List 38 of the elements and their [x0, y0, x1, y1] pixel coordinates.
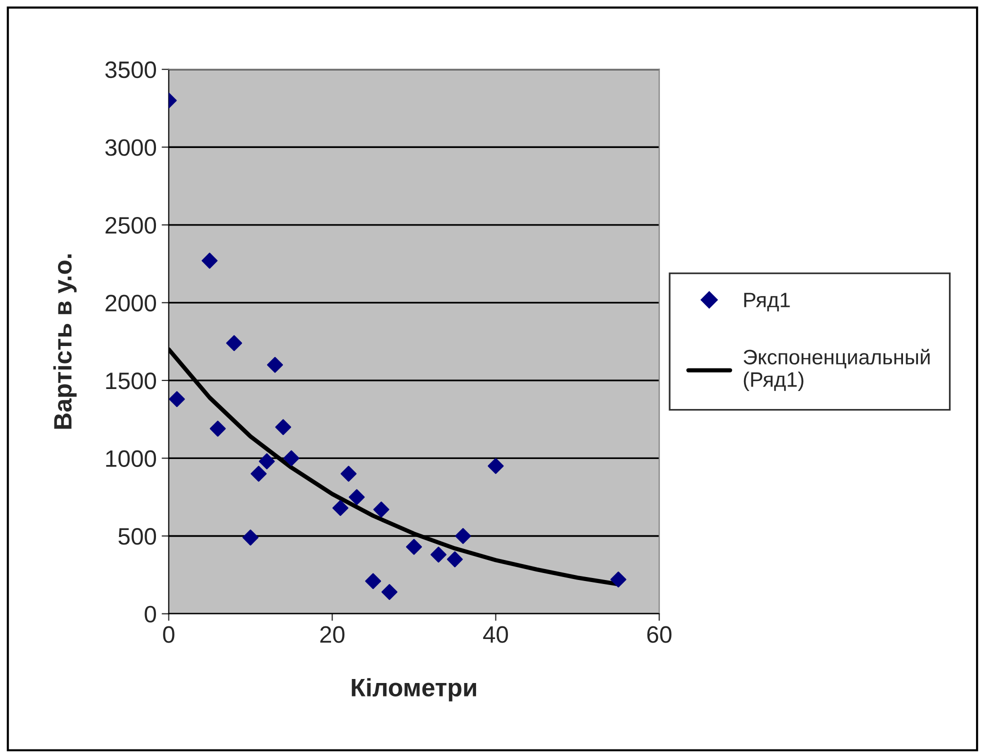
point: [381, 584, 398, 600]
y-tick-label: 3500: [105, 61, 156, 78]
point: [365, 573, 382, 590]
point: [610, 572, 626, 588]
point: [242, 530, 258, 546]
y-axis-title: Вартість в у.о.: [53, 254, 77, 429]
y-tick-label: 2000: [106, 294, 156, 312]
point: [258, 453, 275, 470]
x-tick-label: 20: [320, 626, 344, 643]
point: [275, 419, 292, 436]
point: [455, 528, 472, 544]
x-tick-label: 0: [163, 626, 174, 643]
point: [348, 489, 365, 506]
point: [373, 502, 390, 518]
point: [406, 538, 422, 555]
point: [202, 252, 218, 269]
x-axis-title: Кілометри: [352, 678, 476, 702]
y-tick-label: 0: [144, 606, 156, 623]
y-tick-label: 1500: [106, 372, 156, 390]
point: [340, 466, 357, 482]
point: [210, 420, 226, 437]
x-tick-label: 40: [483, 626, 508, 643]
point: [446, 551, 463, 568]
point: [283, 450, 300, 466]
point: [168, 391, 185, 408]
legend-label: Экспоненциальный (Ряд1): [744, 348, 930, 392]
y-tick-label: 500: [118, 528, 156, 545]
point: [267, 356, 283, 373]
y-tick-label: 1000: [106, 450, 156, 468]
legend-label: Ряд1: [744, 292, 790, 312]
point: [488, 458, 504, 474]
point: [332, 500, 348, 516]
y-tick-label: 3000: [105, 139, 156, 156]
point: [250, 466, 267, 482]
y-tick-label: 2500: [106, 216, 156, 234]
x-tick-label: 60: [647, 626, 672, 643]
point: [226, 335, 242, 352]
point: [430, 546, 446, 563]
